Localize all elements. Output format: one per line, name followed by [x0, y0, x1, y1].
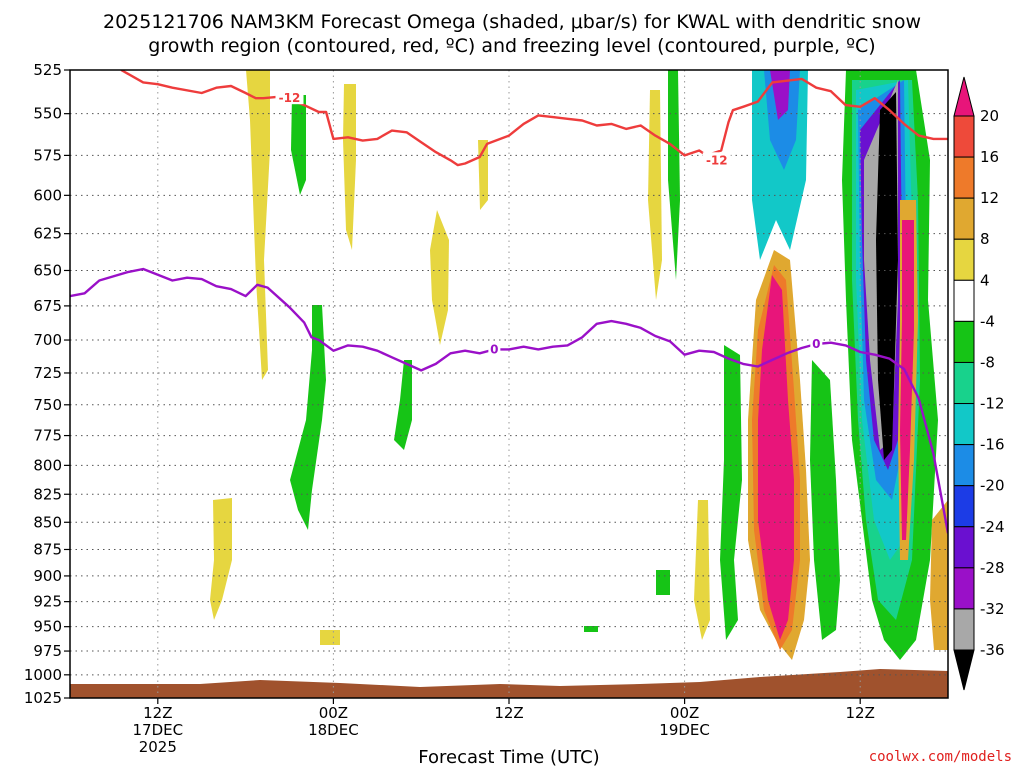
colorbar-box [953, 238, 975, 281]
colorbar-label: -16 [980, 436, 1005, 454]
terrain-fill [70, 669, 948, 698]
y-tick-label: 575 [33, 146, 62, 164]
y-tick-label: 1025 [24, 689, 62, 707]
colorbar-box [953, 608, 975, 651]
y-tick-label: 675 [33, 297, 62, 315]
freezing-level-line [70, 267, 948, 534]
colorbar-box [953, 485, 975, 528]
contour-label-bg [488, 341, 501, 356]
y-tick-label: 1000 [24, 666, 62, 684]
contour-label-bg [275, 90, 304, 105]
colorbar-label: -24 [980, 518, 1005, 536]
x-tick-year: 2025 [139, 738, 177, 756]
credit-text: coolwx.com/models [869, 749, 1012, 765]
y-tick-label: 625 [33, 225, 62, 243]
colorbar-label: 20 [980, 107, 999, 125]
y-tick-label: 700 [33, 331, 62, 349]
x-tick-date: 18DEC [308, 721, 359, 739]
y-axis: 525 550 575 600 625 650 675 700 725 750 775 800 825 8… [24, 61, 70, 707]
y-tick-label: 825 [33, 485, 62, 503]
contour-label: -12 [279, 91, 301, 105]
y-tick-label: 725 [33, 364, 62, 382]
contour-labels: -12 -12 0 0 [275, 90, 823, 356]
y-tick-label: 650 [33, 261, 62, 279]
colorbar-max-triangle [953, 76, 975, 117]
x-tick-label: 12Z [143, 704, 172, 722]
colorbar-label: 4 [980, 271, 990, 289]
y-tick-label: 950 [33, 618, 62, 636]
x-axis-label: Forecast Time (UTC) [418, 747, 599, 768]
colorbar-box [953, 526, 975, 569]
y-tick-label: 600 [33, 186, 62, 204]
contour-label: 0 [812, 337, 820, 351]
y-tick-label: 875 [33, 540, 62, 558]
y-tick-label: 550 [33, 105, 62, 123]
colorbar-box [953, 156, 975, 199]
colorbar-box [953, 197, 975, 240]
colorbar-min-triangle [953, 649, 975, 691]
colorbar: 20 16 12 8 4 -4 -8 -12 -16 -20 -24 -28 -32 -36 [953, 76, 1005, 691]
y-tick-label: 775 [33, 427, 62, 445]
colorbar-box [953, 444, 975, 487]
colorbar-label: -8 [980, 353, 995, 371]
x-tick-date: 19DEC [659, 721, 710, 739]
colorbar-box [953, 320, 975, 363]
y-tick-label: 525 [33, 61, 62, 79]
y-tick-label: 900 [33, 567, 62, 585]
colorbar-label: -28 [980, 559, 1005, 577]
grid-lines [70, 70, 948, 698]
contour-label-bg [810, 336, 823, 351]
colorbar-label: -32 [980, 600, 1005, 618]
y-tick-label: 800 [33, 456, 62, 474]
y-tick-label: 850 [33, 513, 62, 531]
colorbar-label: 12 [980, 189, 999, 207]
chart-title-line2: growth region (contoured, red, ºC) and f… [148, 35, 875, 57]
colorbar-label: 8 [980, 230, 990, 248]
x-tick-label: 12Z [846, 704, 875, 722]
x-tick-date: 17DEC [133, 721, 184, 739]
colorbar-label: -20 [980, 477, 1005, 495]
colorbar-label: -12 [980, 395, 1005, 413]
x-tick-label: 00Z [670, 704, 699, 722]
colorbar-label: -4 [980, 312, 995, 330]
contour-label-bg [702, 152, 731, 167]
colorbar-box [953, 115, 975, 158]
chart-title-line1: 2025121706 NAM3KM Forecast Omega (shaded… [103, 11, 921, 33]
y-tick-label: 750 [33, 396, 62, 414]
contour-label: 0 [490, 342, 498, 356]
x-tick-label: 12Z [494, 704, 523, 722]
x-tick-label: 00Z [319, 704, 348, 722]
colorbar-box [953, 361, 975, 405]
contour-label: -12 [706, 153, 728, 167]
colorbar-label: 16 [980, 148, 999, 166]
colorbar-box [953, 279, 975, 322]
colorbar-label: -36 [980, 641, 1005, 659]
y-tick-label: 975 [33, 642, 62, 660]
colorbar-box [953, 567, 975, 610]
y-tick-label: 925 [33, 593, 62, 611]
colorbar-box [953, 403, 975, 446]
